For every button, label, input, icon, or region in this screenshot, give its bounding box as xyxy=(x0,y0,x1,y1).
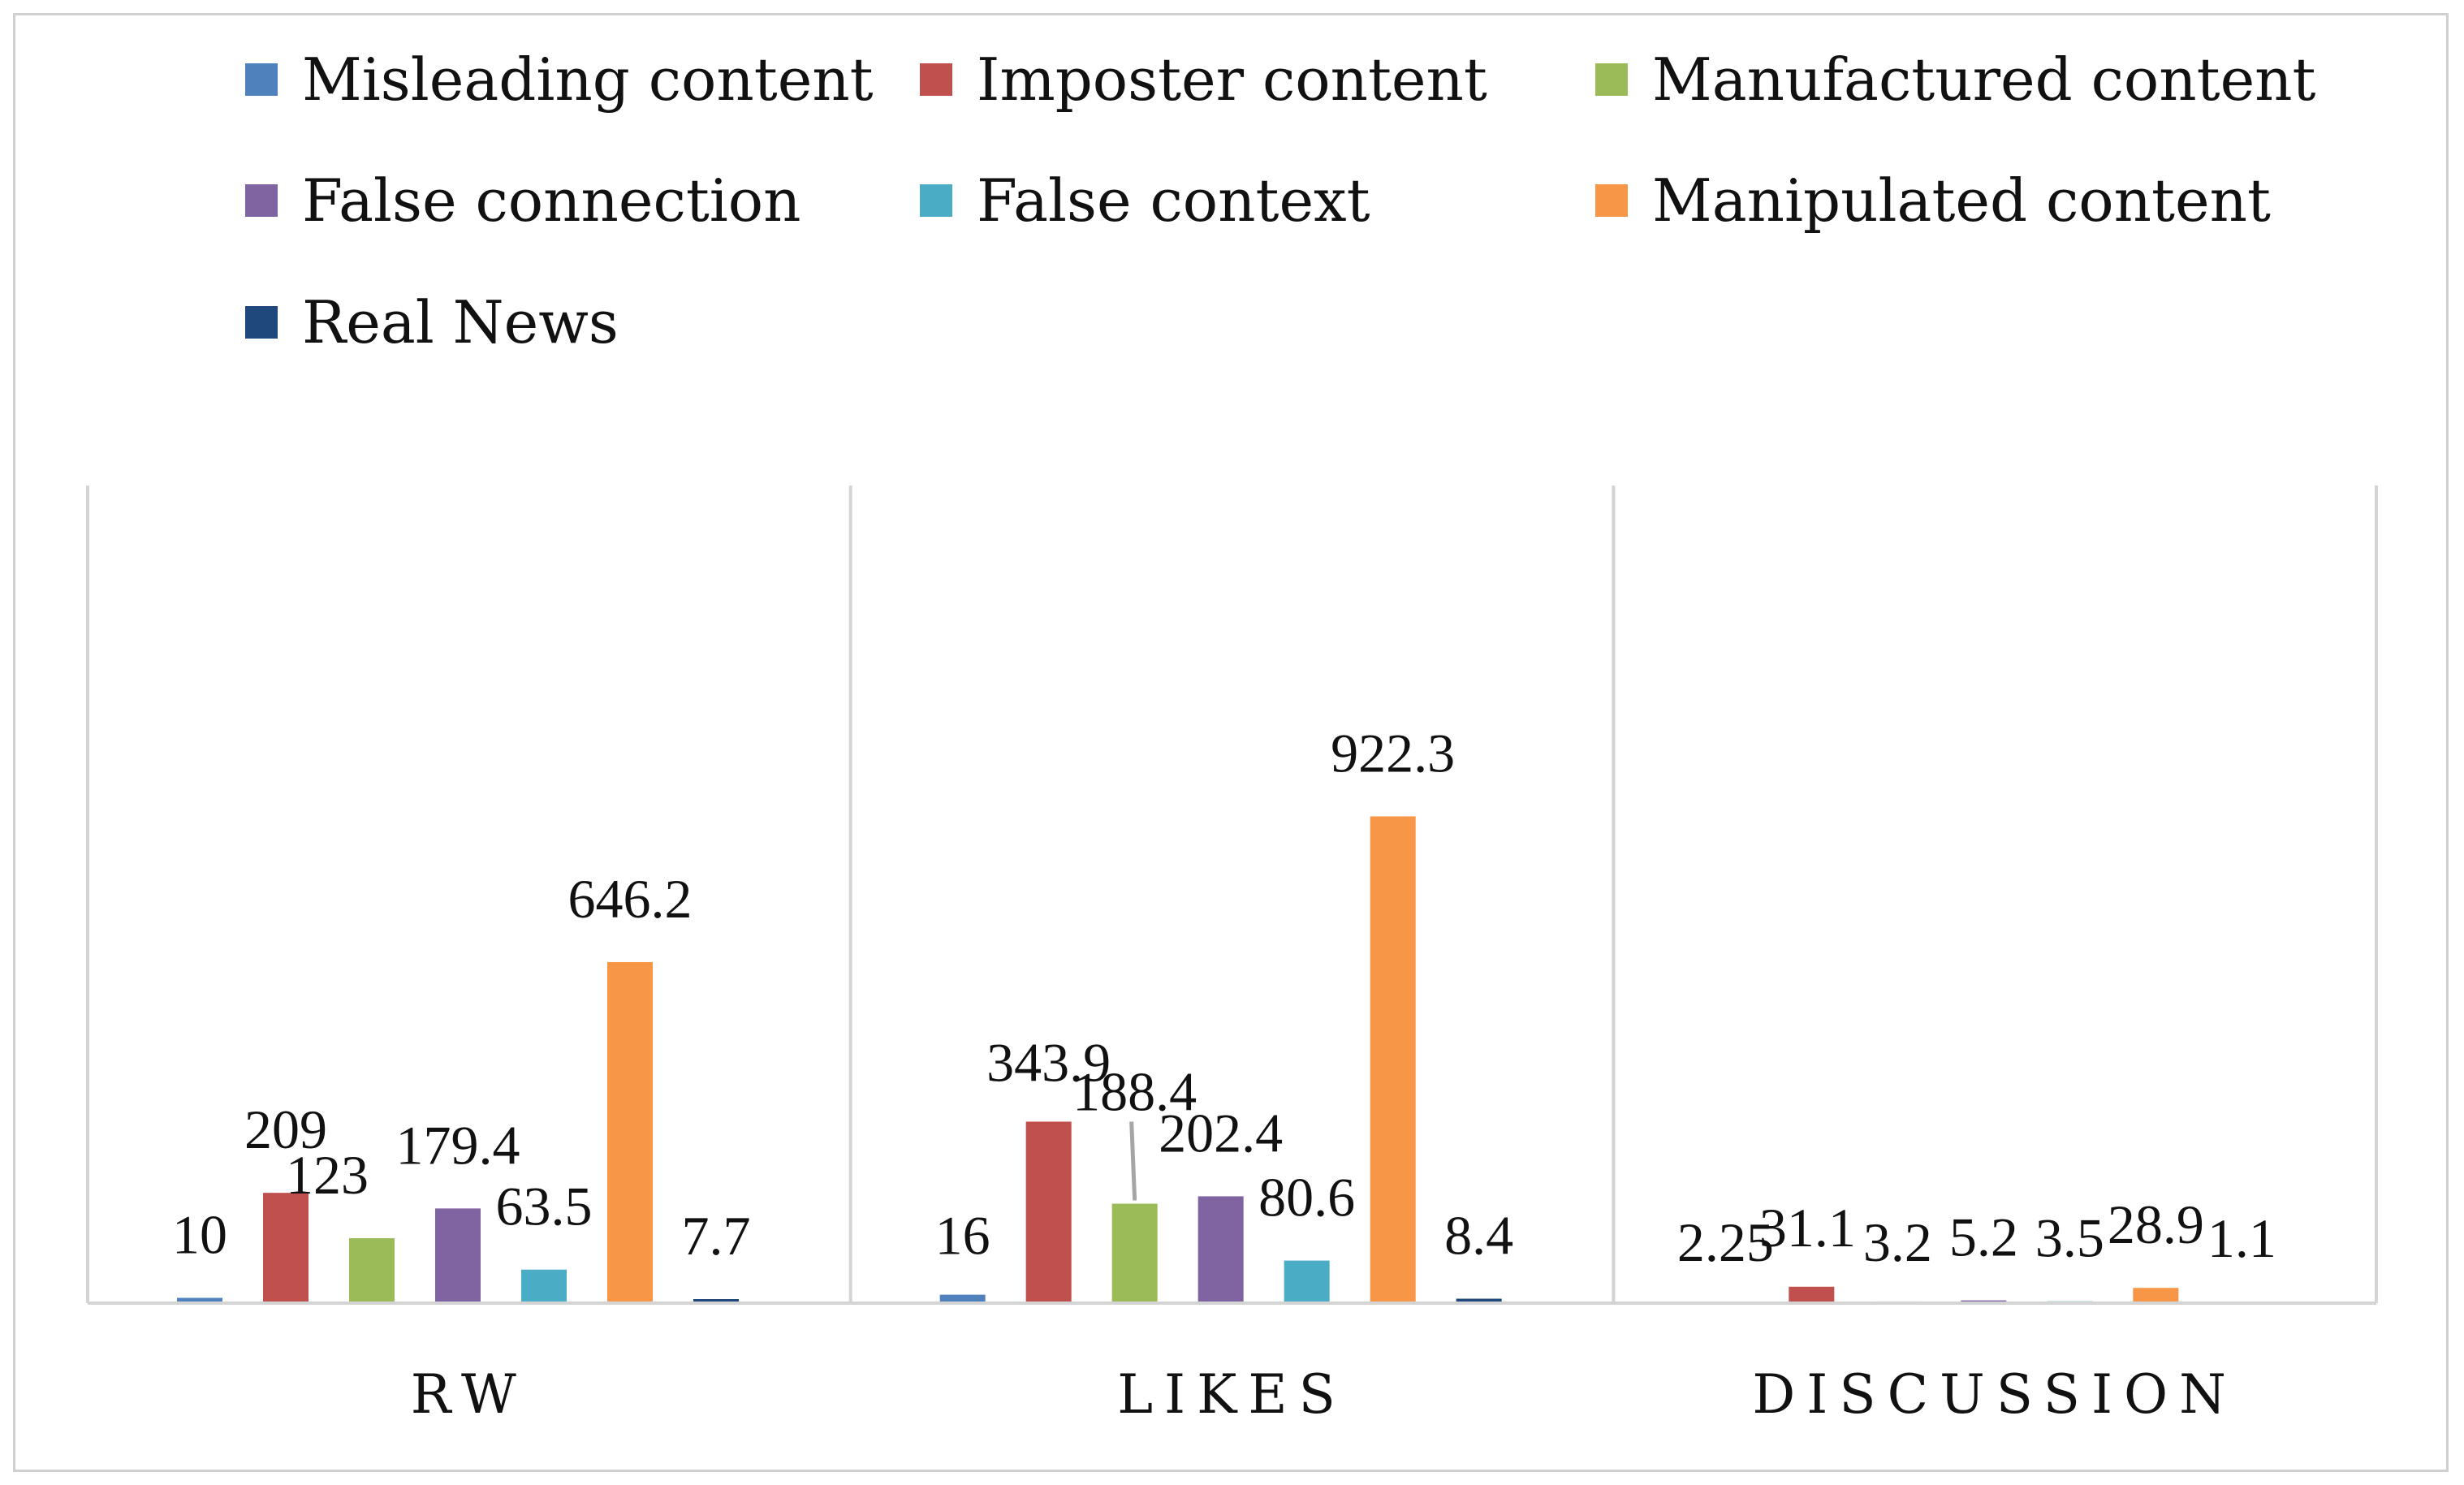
chart-legend: Misleading content Imposter content Manufa… xyxy=(0,0,2464,422)
legend-label: False connection xyxy=(302,166,801,235)
data-label-manufactured-content-rw: 123 xyxy=(286,1144,369,1206)
data-label-manufactured-content-discussion: 3.2 xyxy=(1863,1211,1932,1273)
legend-swatch xyxy=(920,184,952,217)
data-label-misleading-content-rw: 10 xyxy=(172,1204,227,1266)
data-label-manufactured-content-likes: 188.4 xyxy=(1072,1061,1197,1123)
legend-label: Imposter content xyxy=(977,45,1487,114)
bar-manipulated-content-discussion xyxy=(2133,1288,2179,1303)
bar-real-news-rw xyxy=(693,1298,739,1303)
data-label-real-news-rw: 7.7 xyxy=(682,1205,751,1267)
data-label-false-context-discussion: 3.5 xyxy=(2035,1207,2104,1269)
legend-label: False context xyxy=(977,166,1370,235)
legend-swatch xyxy=(1595,63,1628,96)
legend-swatch xyxy=(245,63,278,96)
data-label-false-connection-likes: 202.4 xyxy=(1159,1102,1283,1163)
data-label-imposter-content-likes: 343.9 xyxy=(986,1031,1111,1093)
legend-item-imposter-content: Imposter content xyxy=(920,47,1487,112)
legend-label: Misleading content xyxy=(302,45,874,114)
data-label-imposter-content-rw: 209 xyxy=(244,1099,327,1160)
legend-swatch xyxy=(245,184,278,217)
bar-false-connection-likes xyxy=(1197,1196,1244,1303)
x-tick-label-likes: LIKES xyxy=(1117,1363,1347,1426)
legend-swatch xyxy=(920,63,952,96)
legend-swatch xyxy=(1595,184,1628,217)
legend-item-real-news: Real News xyxy=(245,290,619,355)
data-label-leader-line xyxy=(1129,1121,1137,1201)
bar-misleading-content-likes xyxy=(939,1294,986,1303)
legend-label: Manufactured content xyxy=(1652,45,2316,114)
data-label-false-context-likes: 80.6 xyxy=(1258,1167,1355,1228)
data-label-imposter-content-discussion: 31.1 xyxy=(1759,1197,1856,1258)
x-tick-label-rw: RW xyxy=(411,1363,528,1426)
bar-imposter-content-rw xyxy=(263,1193,309,1303)
bar-manufactured-content-likes xyxy=(1111,1203,1158,1303)
data-label-false-connection-rw: 179.4 xyxy=(396,1114,520,1176)
bar-imposter-content-discussion xyxy=(1789,1286,1835,1303)
legend-item-manufactured-content: Manufactured content xyxy=(1595,47,2316,112)
data-label-manipulated-content-likes: 922.3 xyxy=(1331,723,1455,784)
bar-imposter-content-likes xyxy=(1025,1121,1072,1303)
data-label-misleading-content-discussion: 2.25 xyxy=(1677,1211,1774,1273)
data-label-real-news-likes: 8.4 xyxy=(1444,1205,1513,1267)
data-label-manipulated-content-discussion: 28.9 xyxy=(2108,1194,2204,1255)
legend-item-misleading-content: Misleading content xyxy=(245,47,874,112)
bar-misleading-content-rw xyxy=(177,1297,222,1303)
bar-real-news-likes xyxy=(1456,1298,1502,1303)
data-label-real-news-discussion: 1.1 xyxy=(2207,1207,2276,1269)
x-tick-label-discussion: DISCUSSION xyxy=(1752,1363,2237,1426)
bar-manipulated-content-rw xyxy=(607,961,653,1303)
data-label-misleading-content-likes: 16 xyxy=(935,1205,990,1267)
data-label-false-context-rw: 63.5 xyxy=(496,1176,593,1237)
bar-manufactured-content-rw xyxy=(349,1238,395,1303)
bar-false-connection-rw xyxy=(435,1208,481,1303)
data-label-false-connection-discussion: 5.2 xyxy=(1949,1207,2018,1268)
legend-label: Real News xyxy=(302,288,619,356)
legend-item-manipulated-content: Manipulated content xyxy=(1595,168,2271,233)
bar-manipulated-content-likes xyxy=(1370,816,1416,1303)
legend-label: Manipulated content xyxy=(1652,166,2271,235)
legend-item-false-connection: False connection xyxy=(245,168,801,233)
legend-swatch xyxy=(245,306,278,339)
bar-false-context-likes xyxy=(1284,1260,1330,1303)
legend-item-false-context: False context xyxy=(920,168,1370,233)
bar-false-context-rw xyxy=(521,1269,567,1303)
data-label-manipulated-content-rw: 646.2 xyxy=(568,868,693,930)
